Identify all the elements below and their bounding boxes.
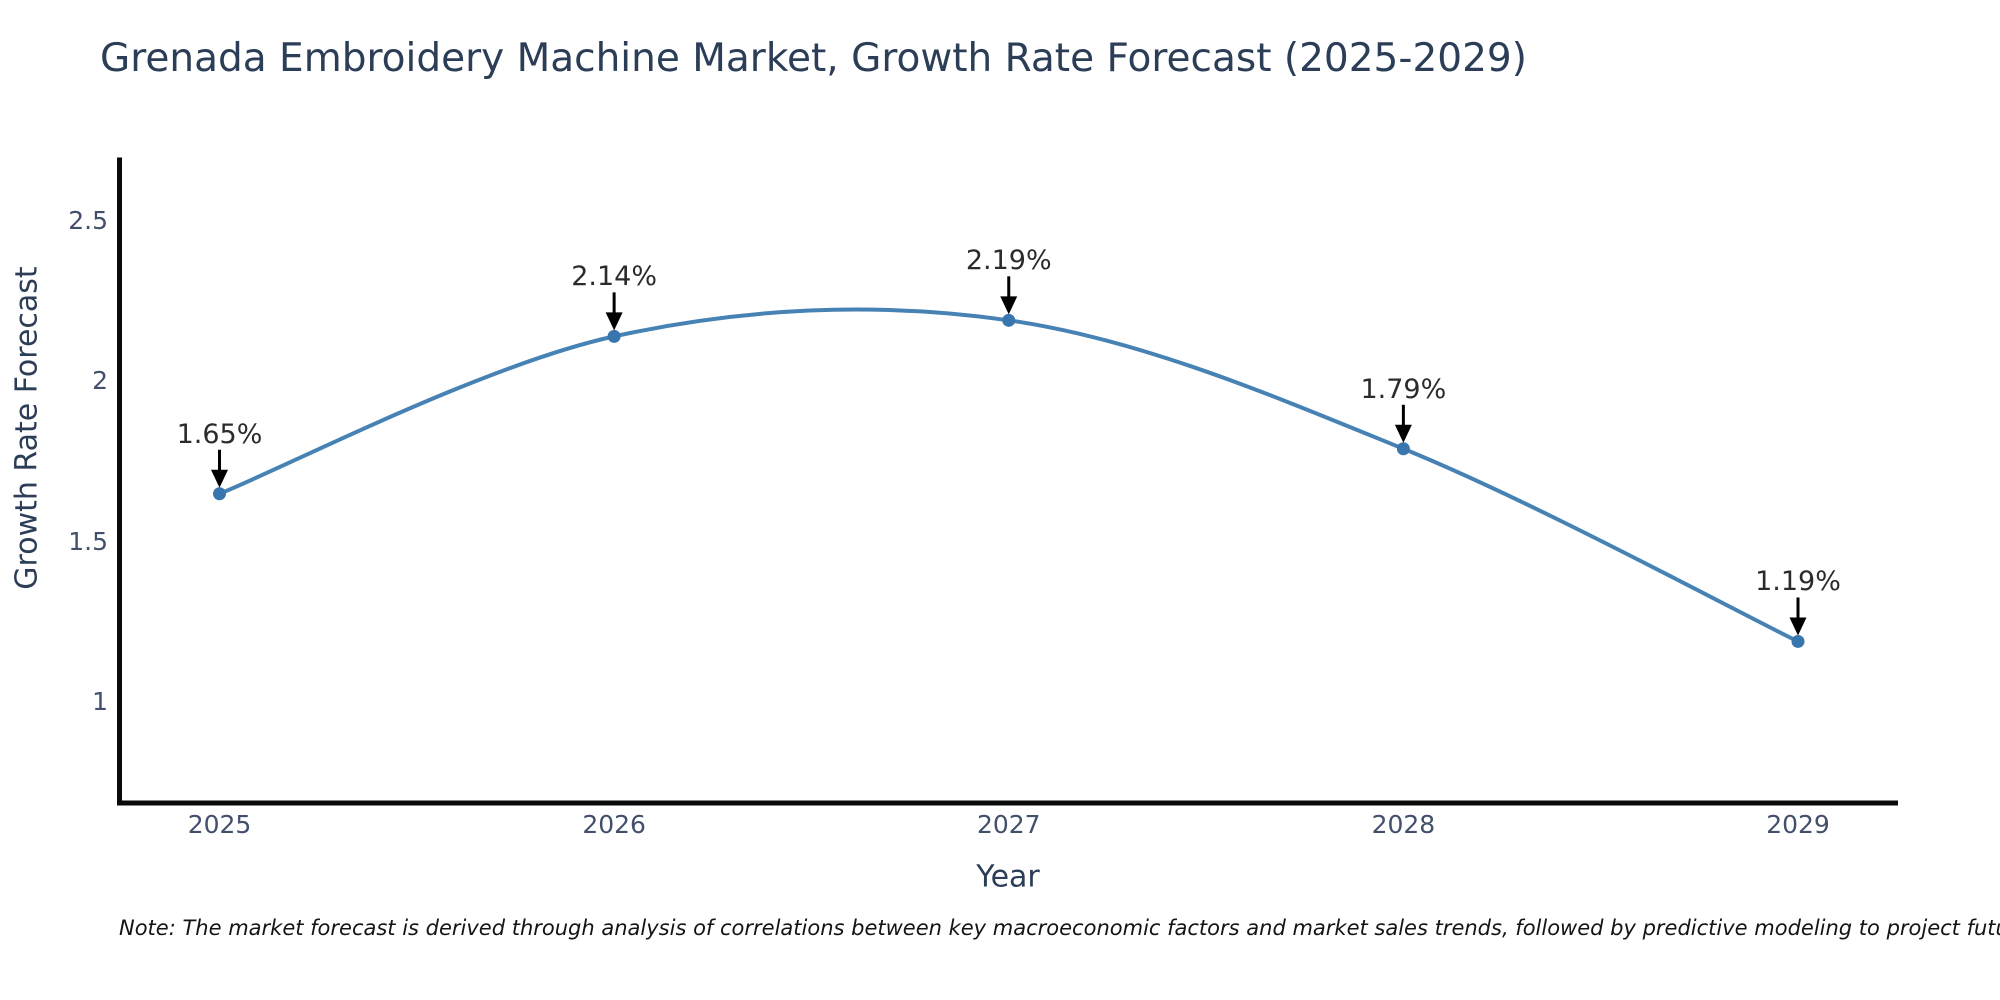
annotation-arrow-head [1000, 296, 1018, 315]
annotation-arrow-head [605, 312, 623, 331]
x-tick-label: 2025 [187, 810, 252, 839]
data-point-marker [213, 487, 226, 501]
y-tick-label: 2.5 [68, 205, 108, 235]
annotation-label: 1.19% [1755, 566, 1841, 598]
trend-line [218, 307, 1799, 644]
x-axis-title: Year [976, 859, 1040, 895]
y-tick-label: 1.5 [68, 526, 108, 556]
y-axis-title: Growth Rate Forecast [9, 266, 45, 590]
data-point-marker [1002, 313, 1016, 327]
chart-title: Grenada Embroidery Machine Market, Growt… [100, 36, 1527, 81]
annotation-arrow-head [1394, 424, 1412, 443]
annotation-label: 2.19% [965, 245, 1052, 277]
x-tick-label: 2029 [1766, 810, 1830, 839]
data-point-marker [607, 329, 621, 343]
data-point-marker [1396, 442, 1410, 456]
x-tick-label: 2026 [582, 810, 646, 839]
data-point-marker [1791, 634, 1805, 648]
annotation-label: 1.65% [176, 418, 263, 450]
annotation-arrow-head [1789, 617, 1807, 636]
annotation-label: 2.14% [571, 261, 658, 293]
x-tick-label: 2028 [1371, 810, 1436, 839]
y-tick-label: 2 [92, 366, 108, 396]
annotation-label: 1.79% [1360, 373, 1447, 405]
note-text: Note: The market forecast is derived thr… [119, 916, 2000, 940]
x-tick-label: 2027 [976, 810, 1041, 839]
y-tick-label: 1 [92, 687, 108, 717]
annotation-arrow-head [211, 469, 228, 488]
